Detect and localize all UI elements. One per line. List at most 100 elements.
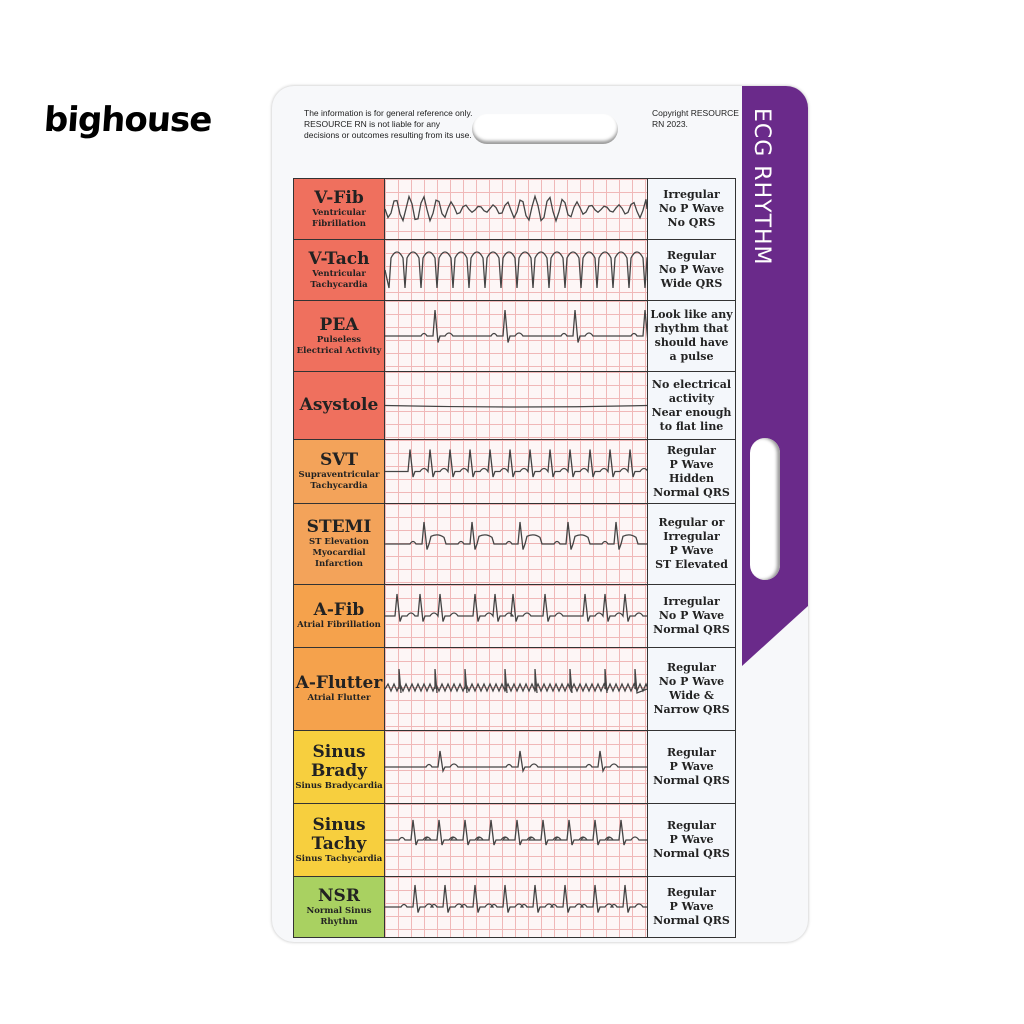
ecg-card: The information is for general reference… [272,86,808,942]
description-line: Irregular [663,188,720,201]
description-line: Regular [667,886,716,899]
ecg-waveform [385,309,647,343]
description-line: a pulse [669,350,714,363]
ecg-waveform [385,884,647,913]
description-line: Regular [667,746,716,759]
ecg-strip [385,731,648,803]
description-line: No P Wave [658,202,725,215]
rhythm-row: SVT Supraventricular Tachycardia Regular P … [294,440,735,504]
rhythm-name: V-Tach [308,248,370,269]
description-line: to flat line [659,419,724,433]
rhythm-label: Sinus Brady Sinus Bradycardia [294,731,385,803]
rhythm-name: SVT [319,450,359,470]
rhythm-label: Sinus Tachy Sinus Tachycardia [294,804,385,876]
description-line: Normal QRS [653,914,730,927]
rhythm-row: PEA Pulseless Electrical Activity Look lik… [294,301,735,372]
ecg-waveform [385,668,647,694]
rhythm-description: Regular P Wave Hidden Normal QRS [648,440,735,503]
description-line: Normal QRS [653,774,730,787]
description-line: ST Elevated [655,558,728,571]
description-line: Look like any [650,308,733,321]
ecg-strip [385,301,648,371]
rhythm-label: A-Flutter Atrial Flutter [294,648,385,730]
side-slot [750,438,780,580]
rhythm-row: A-Flutter Atrial Flutter Regular No P Wave W… [294,648,735,731]
rhythm-label: STEMI ST Elevation Myocardial Infarction [294,504,385,584]
description-line: Regular [667,661,716,674]
rhythm-name: NSR [318,885,360,906]
ecg-strip [385,877,648,937]
ecg-waveform [385,194,647,223]
description-line: Regular [667,819,716,832]
rhythm-label: V-Tach Ventricular Tachycardia [294,240,385,300]
card-title: ECG RHYTHM [749,108,774,266]
rhythm-name: STEMI [306,517,372,537]
rhythm-full-name: Pulseless Electrical Activity [296,334,382,356]
description-line: Irregular [663,595,720,608]
ecg-waveform [385,449,647,478]
rhythm-description: Regular or Irregular P Wave ST Elevated [648,504,735,584]
ecg-strip [385,372,648,439]
description-line: P Wave [669,544,714,557]
rhythm-description: Look like any rhythm that should have a pul… [648,301,735,371]
ecg-strip [385,240,648,300]
rhythm-full-name: Supraventricular Tachycardia [298,470,380,491]
rhythm-table: V-Fib Ventricular Fibrillation Irregular No… [293,178,736,938]
rhythm-full-name: Sinus Tachycardia [295,853,383,864]
rhythm-name: Sinus Tachy [311,814,367,854]
rhythm-label: PEA Pulseless Electrical Activity [294,301,385,371]
rhythm-label: NSR Normal Sinus Rhythm [294,877,385,937]
rhythm-full-name: Sinus Bradycardia [295,780,383,791]
rhythm-full-name: Atrial Flutter [307,693,371,703]
rhythm-label: SVT Supraventricular Tachycardia [294,440,385,503]
copyright: Copyright RESOURCE RN 2023. [652,108,739,129]
rhythm-full-name: Ventricular Tachycardia [310,268,368,290]
ecg-waveform [385,251,647,289]
ecg-waveform [385,750,647,774]
description-line: Regular [667,249,716,262]
rhythm-name: PEA [319,314,359,335]
description-line: Wide & [669,689,714,702]
rhythm-row: Sinus Tachy Sinus Tachycardia Regular P Wav… [294,804,735,877]
description-line: No P Wave [658,263,725,276]
description-line: rhythm that [654,322,729,335]
rhythm-full-name: Ventricular Fibrillation [312,207,366,229]
rhythm-name: Sinus Brady [310,741,368,781]
description-line: P Wave [669,900,714,913]
description-line: Regular [667,443,716,457]
description-line: P Wave [669,457,714,471]
description-line: Regular or [658,516,725,529]
lanyard-slot [472,114,618,144]
brand-logo: bighouse [42,100,213,140]
description-line: No P Wave [658,609,725,622]
rhythm-description: Irregular No P Wave Normal QRS [648,585,735,647]
rhythm-description: Regular P Wave Normal QRS [648,731,735,803]
rhythm-description: Regular No P Wave Wide & Narrow QRS [648,648,735,730]
rhythm-row: Asystole No electrical activity Near enough… [294,372,735,440]
description-line: activity [668,391,715,405]
rhythm-description: Regular No P Wave Wide QRS [648,240,735,300]
rhythm-name: V-Fib [314,187,364,208]
rhythm-full-name: Atrial Fibrillation [297,620,381,630]
ecg-waveform [385,819,647,846]
description-line: Hidden [669,471,714,485]
ecg-waveform [385,593,647,622]
rhythm-name: A-Flutter [295,673,383,693]
rhythm-label: A-Fib Atrial Fibrillation [294,585,385,647]
description-line: Narrow QRS [653,703,730,716]
description-line: Normal QRS [653,623,730,636]
description-line: No P Wave [658,675,725,688]
description-line: P Wave [669,760,714,773]
rhythm-row: Sinus Brady Sinus Bradycardia Regular P Wav… [294,731,735,804]
description-line: No electrical [651,377,732,391]
ecg-waveform [385,404,647,408]
ecg-strip [385,804,648,876]
rhythm-description: Irregular No P Wave No QRS [648,179,735,239]
rhythm-description: No electrical activity Near enough to flat … [648,372,735,439]
description-line: Normal QRS [653,847,730,860]
ecg-waveform [385,521,647,550]
description-line: Irregular [663,530,720,543]
ecg-strip [385,179,648,239]
rhythm-row: V-Fib Ventricular Fibrillation Irregular No… [294,179,735,240]
description-line: Near enough [651,405,732,419]
